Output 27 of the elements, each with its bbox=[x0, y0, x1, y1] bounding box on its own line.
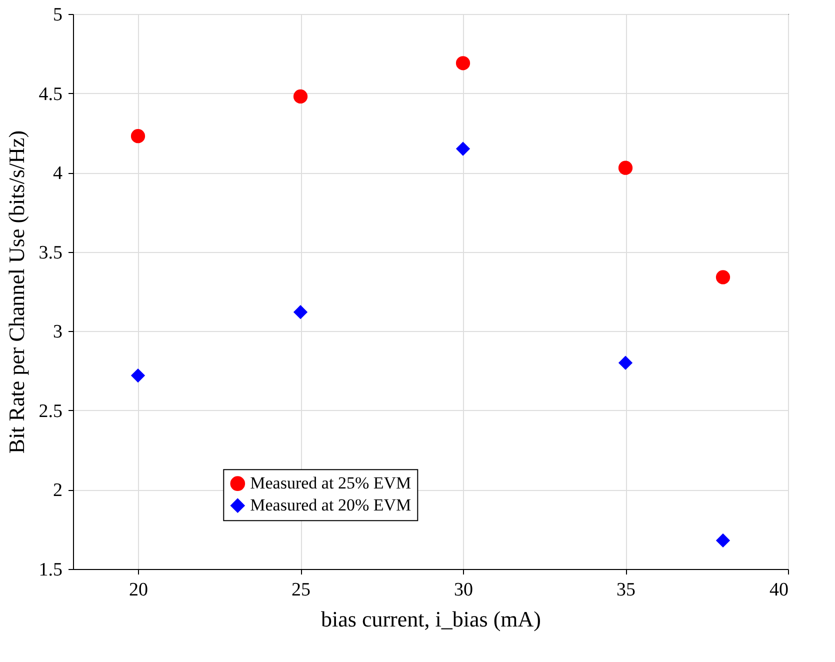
point bbox=[130, 129, 146, 144]
x-tick-label: 30 bbox=[454, 580, 473, 600]
y-tick-label: 2 bbox=[53, 480, 62, 502]
y-tick-label: 4 bbox=[53, 163, 63, 184]
point bbox=[456, 56, 470, 70]
y-axis-title: Bit Rate per Channel Use (bits/s/Hz) bbox=[4, 130, 29, 454]
y-tick-label: 3 bbox=[53, 322, 62, 343]
point bbox=[130, 368, 146, 383]
point bbox=[293, 89, 308, 104]
y-tick-label: 5 bbox=[53, 4, 62, 26]
y-tick-label: 4.5 bbox=[38, 84, 62, 105]
x-tick-label: 40 bbox=[770, 580, 788, 600]
x-tick-label: 35 bbox=[616, 580, 636, 600]
x-axis-title: bias current, i_bias (mA) bbox=[321, 606, 541, 632]
x-tick-label: 20 bbox=[129, 580, 148, 600]
y-tick-label: 3.5 bbox=[38, 242, 62, 264]
point bbox=[618, 356, 633, 370]
x-tick-label: 25 bbox=[292, 580, 310, 600]
point bbox=[716, 533, 730, 548]
legend-label: Measured at 25% EVM bbox=[250, 474, 412, 493]
point bbox=[456, 142, 470, 156]
point bbox=[716, 270, 730, 284]
y-tick-label: 1.5 bbox=[38, 560, 62, 580]
legend-label: Measured at 20% EVM bbox=[250, 496, 412, 515]
point bbox=[293, 305, 308, 320]
y-tick-label: 2.5 bbox=[38, 400, 62, 422]
point bbox=[618, 160, 633, 175]
